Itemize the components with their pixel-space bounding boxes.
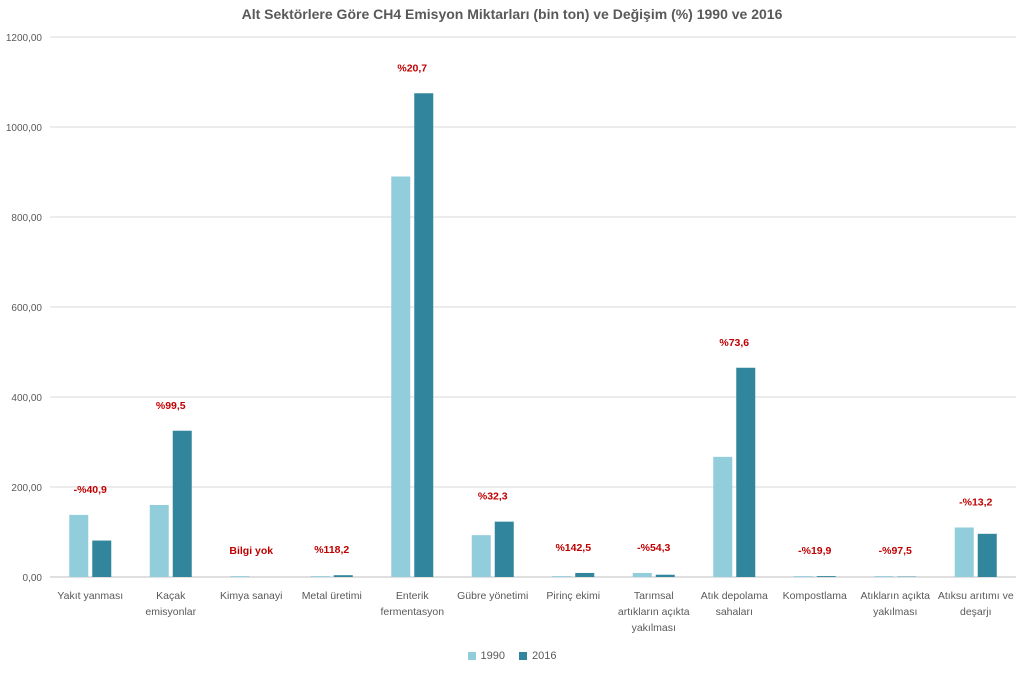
change-annotation: %142,5 (555, 542, 591, 554)
y-tick-label: 0,00 (23, 573, 43, 584)
change-annotation: %20,7 (397, 62, 427, 74)
legend-item-1990: 1990 (467, 650, 505, 662)
x-tick-label: Yakıt yanması (57, 590, 123, 602)
change-annotation: -%54,3 (637, 542, 670, 554)
bar-2016 (977, 533, 997, 577)
bar-1990 (230, 576, 250, 577)
change-annotation: Bilgi yok (229, 545, 273, 557)
y-tick-label: 400,00 (11, 393, 42, 404)
bar-2016 (494, 521, 514, 577)
x-tick-label: Pirinç ekimi (546, 590, 600, 602)
change-annotation: %32,3 (478, 491, 508, 503)
change-annotation: %99,5 (156, 400, 186, 412)
y-tick-label: 1200,00 (6, 33, 43, 44)
x-tick-label: Tarımsal artıkların açıkta yakılması (618, 590, 690, 634)
bar-1990 (149, 505, 169, 577)
bar-1990 (954, 527, 974, 577)
y-tick-label: 1000,00 (6, 123, 43, 134)
bar-1990 (69, 514, 89, 577)
x-tick-label: Kaçak emisyonlar (145, 590, 196, 618)
change-annotation: -%13,2 (959, 497, 992, 509)
bar-1990 (310, 576, 330, 577)
bar-1990 (471, 535, 491, 577)
x-tick-label: Kimya sanayi (220, 590, 282, 602)
bar-2016 (414, 93, 434, 577)
bar-2016 (172, 430, 192, 577)
plot-area: 0,00 200,00 400,00 600,00 800,00 1000,00 1200,… (6, 33, 1016, 634)
x-tick-label: Atık depolama sahaları (701, 590, 768, 618)
bar-2016 (92, 540, 112, 577)
legend-label-2016: 2016 (532, 650, 557, 662)
legend-swatch-2016 (519, 652, 527, 660)
bar-1990 (552, 576, 572, 577)
bar-1990 (391, 176, 411, 577)
change-annotation: -%19,9 (798, 545, 831, 557)
bar-2016 (736, 367, 756, 577)
bar-2016 (655, 574, 675, 577)
bar-2016 (816, 576, 836, 577)
change-annotation: -%97,5 (879, 545, 912, 557)
bar-1990 (632, 572, 652, 577)
bar-1990 (874, 576, 894, 577)
y-tick-label: 200,00 (11, 483, 42, 494)
legend: 1990 2016 (0, 650, 1024, 662)
bar-2016 (575, 572, 595, 577)
change-annotation: %73,6 (719, 337, 749, 349)
legend-item-2016: 2016 (519, 650, 556, 662)
x-tick-label: Atıkların açıkta yakılması (861, 590, 931, 618)
x-tick-label: Atıksu arıtımı ve deşarjı (938, 590, 1014, 618)
y-tick-label: 600,00 (11, 303, 42, 314)
change-annotation: -%40,9 (74, 484, 107, 496)
bar-1990 (713, 456, 733, 577)
chart-title: Alt Sektörlere Göre CH4 Emisyon Miktarla… (241, 6, 783, 22)
bar-2016 (333, 575, 353, 577)
change-annotation: %118,2 (314, 544, 349, 556)
x-tick-label: Enterik fermentasyon (380, 590, 444, 618)
x-tick-label: Metal üretimi (302, 590, 362, 602)
legend-swatch-1990 (467, 652, 476, 660)
legend-label-1990: 1990 (480, 650, 505, 662)
bar-1990 (793, 576, 813, 577)
y-tick-label: 800,00 (11, 213, 42, 224)
x-tick-label: Kompostlama (783, 590, 847, 602)
x-tick-label: Gübre yönetimi (457, 590, 528, 602)
